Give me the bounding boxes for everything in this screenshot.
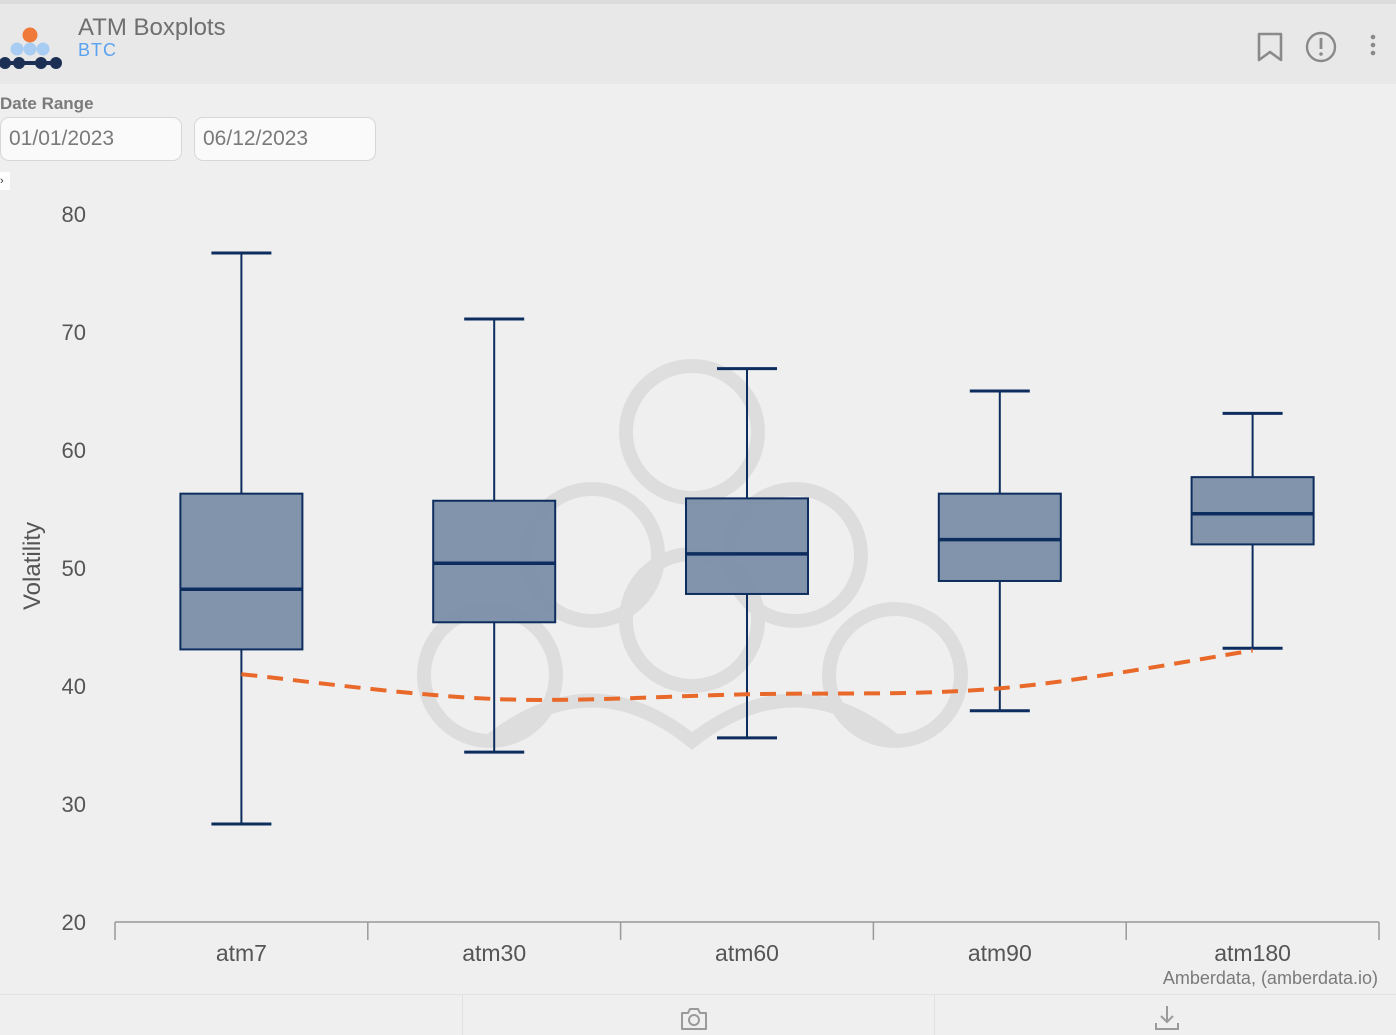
y-tick-label: 60: [62, 438, 86, 463]
chart-footer: [0, 994, 1396, 1035]
x-tick-label: atm30: [462, 940, 526, 966]
boxplot-chart: 20 30 40 50 60 70 80 atm7 atm30 atm60 atm90 atm180…: [19, 202, 1380, 988]
box-atm60: [685, 367, 809, 740]
footer-divider: [934, 995, 935, 1035]
amberdata-logo: [0, 27, 62, 69]
box-iqr: [432, 499, 557, 624]
bookmark-icon[interactable]: [1253, 30, 1287, 64]
atm-curve-dashed-line: [241, 648, 1253, 702]
box-atm30: [432, 317, 557, 754]
expand-arrow-icon[interactable]: ›: [0, 172, 10, 190]
y-tick-label: 80: [62, 202, 86, 227]
box-iqr: [937, 492, 1062, 582]
x-tick-label: atm90: [968, 940, 1032, 966]
end-date-input[interactable]: [194, 117, 376, 161]
y-axis: 20 30 40 50 60 70 80: [62, 202, 86, 935]
y-axis-label: Volatility: [19, 522, 46, 610]
footer-divider: [462, 995, 463, 1035]
start-date-input[interactable]: [0, 117, 182, 161]
x-tick-label: atm180: [1214, 940, 1291, 966]
box-atm180: [1190, 411, 1315, 650]
asset-subtitle: BTC: [78, 40, 117, 60]
x-tick-label: atm60: [715, 940, 779, 966]
download-icon[interactable]: [1151, 1003, 1183, 1033]
source-note: Amberdata, (amberdata.io): [1163, 968, 1378, 988]
box-iqr: [1190, 476, 1315, 546]
page-title: ATM Boxplots: [78, 14, 226, 41]
box-atm7: [179, 251, 304, 826]
box-iqr: [179, 492, 304, 651]
boxes-layer: [179, 251, 1315, 826]
y-tick-label: 50: [62, 556, 86, 581]
dashed-line-layer: [241, 648, 1253, 702]
more-vert-icon[interactable]: [1356, 30, 1390, 64]
camera-icon[interactable]: [678, 1003, 710, 1033]
box-atm90: [937, 389, 1062, 713]
x-tick-label: atm7: [216, 940, 267, 966]
app-header: ATM Boxplots BTC: [0, 4, 1396, 84]
box-iqr: [685, 497, 809, 595]
y-tick-label: 30: [62, 792, 86, 817]
date-range-label: Date Range: [0, 94, 94, 113]
y-tick-label: 70: [62, 320, 86, 345]
y-tick-label: 40: [62, 674, 86, 699]
y-tick-label: 20: [62, 910, 86, 935]
top-border: [0, 0, 1396, 4]
x-axis: atm7 atm30 atm60 atm90 atm180: [114, 921, 1380, 966]
info-icon[interactable]: [1304, 30, 1338, 64]
